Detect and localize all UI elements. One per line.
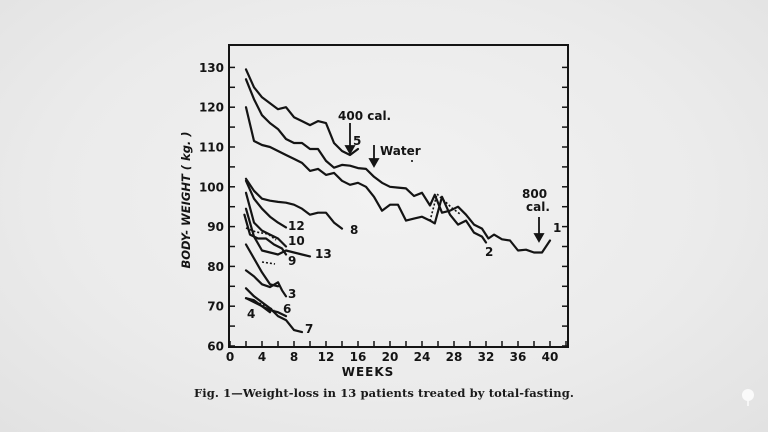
x-tick-label: 0	[226, 350, 234, 364]
y-axis-tick-labels: 60 70 80 90 100 110 120 130	[199, 61, 224, 354]
y-tick-label: 60	[207, 340, 224, 354]
arrow-800cal-head	[533, 233, 545, 243]
series-line-9	[243, 213, 288, 256]
x-tick-label: 20	[382, 350, 399, 364]
x-tick-label: 16	[350, 350, 367, 364]
series-label-3: 3	[288, 287, 296, 301]
tree-icon	[742, 389, 754, 406]
x-axis-ticks	[229, 341, 567, 347]
series-6-dotted-segment	[247, 298, 275, 311]
x-tick-label: 28	[446, 350, 463, 364]
y-axis-ticks	[229, 66, 568, 347]
figure-caption: Fig. 1—Weight-loss in 13 patients treate…	[194, 386, 574, 400]
x-tick-label: 12	[318, 350, 335, 364]
series-label-6: 6	[283, 302, 291, 316]
series-line-10	[244, 191, 288, 248]
series-label-8: 8	[350, 223, 358, 237]
series-label-1: 1	[553, 221, 561, 235]
x-tick-label: 24	[414, 350, 431, 364]
annotation-400cal: 400 cal.	[338, 109, 391, 123]
y-tick-label: 130	[199, 61, 224, 75]
series-line-7	[244, 287, 304, 334]
x-axis-tick-labels: 0 4 8 12 16 20 24 28 32 36 40	[226, 350, 559, 364]
arrow-water-head	[368, 158, 380, 168]
series-label-13: 13	[315, 247, 332, 261]
series-2-dotted-segment	[429, 192, 461, 222]
series-line-12	[244, 179, 288, 229]
series-line-5	[244, 68, 360, 157]
series-label-9: 9	[288, 254, 296, 268]
y-tick-label: 80	[207, 260, 224, 274]
y-tick-label: 120	[199, 101, 224, 115]
series-line-4	[244, 297, 272, 314]
series-label-4: 4	[247, 307, 255, 321]
x-tick-label: 40	[542, 350, 559, 364]
y-tick-label: 90	[207, 220, 224, 234]
series-line-8	[244, 177, 344, 230]
plot-frame	[228, 44, 569, 348]
x-tick-label: 8	[290, 350, 298, 364]
series-label-10: 10	[288, 234, 305, 248]
x-tick-label: 4	[258, 350, 266, 364]
series-label-2: 2	[485, 245, 493, 259]
series-line-3	[244, 269, 288, 298]
series-line-11	[244, 243, 280, 288]
series-label-5: 5	[353, 134, 361, 148]
data-series	[243, 68, 552, 334]
series-line-13	[244, 207, 312, 258]
y-tick-label: 70	[207, 300, 224, 314]
annotation-cal: cal.	[526, 200, 550, 214]
x-axis-label: WEEKS	[342, 365, 395, 379]
arrow-400cal-head	[344, 145, 356, 155]
y-tick-label: 100	[199, 180, 224, 194]
series-3-dotted-segment	[261, 261, 276, 265]
series-line-1	[244, 78, 552, 254]
annotation-800: 800	[522, 187, 547, 201]
annotation-water: Water	[380, 144, 421, 158]
series-label-12: 12	[288, 219, 305, 233]
y-axis-label: BODY- WEIGHT ( kg. )	[179, 131, 193, 268]
x-tick-label: 36	[510, 350, 527, 364]
series-line-2	[244, 106, 488, 244]
x-tick-label: 32	[478, 350, 495, 364]
y-tick-label: 110	[199, 141, 224, 155]
series-label-7: 7	[305, 322, 313, 336]
dotted-connectors	[245, 160, 461, 311]
annotation-arrows	[344, 123, 545, 243]
series-9-dotted-segment	[245, 227, 277, 241]
